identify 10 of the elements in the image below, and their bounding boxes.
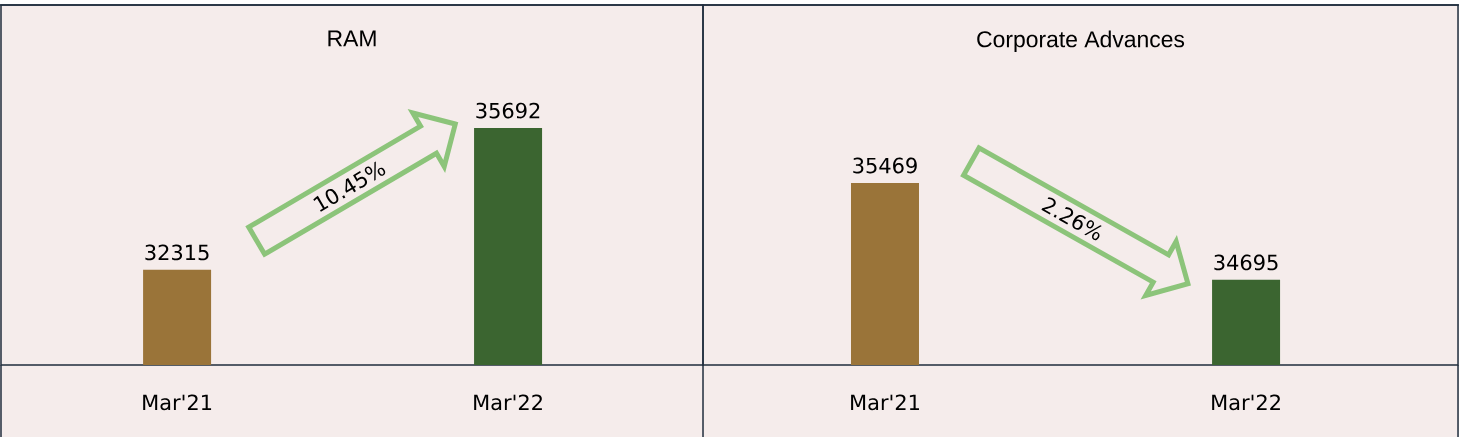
x-tick-label: Mar'21 xyxy=(851,394,919,411)
x-tick-label: Mar'21 xyxy=(143,394,212,411)
data-label: 35692 xyxy=(476,102,540,119)
data-label: 35469 xyxy=(853,157,917,174)
x-tick-label: Mar'22 xyxy=(1212,394,1280,411)
text: Corporate Advances xyxy=(977,30,1185,52)
text: RAM xyxy=(328,30,376,47)
x-tick-label: Mar'22 xyxy=(474,394,542,411)
data-label: 34695 xyxy=(1214,254,1278,271)
data-label: 32315 xyxy=(145,244,209,261)
